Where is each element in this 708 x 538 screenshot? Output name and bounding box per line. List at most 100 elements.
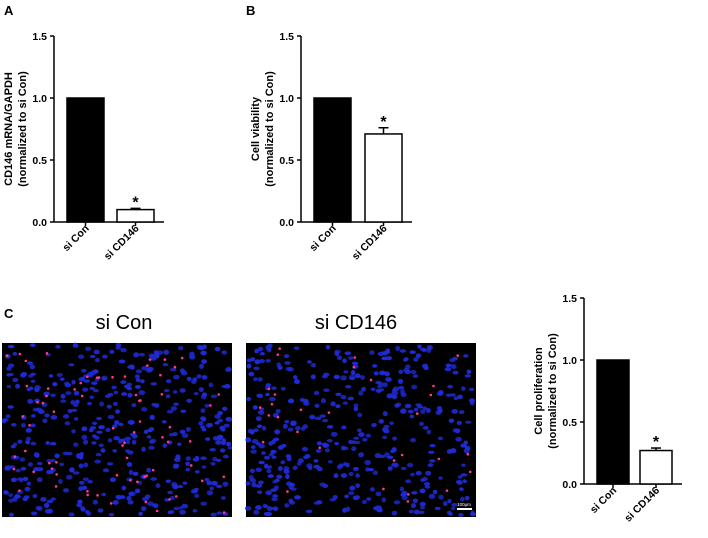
nucleus — [422, 406, 428, 411]
nucleus — [355, 473, 360, 478]
nucleus — [92, 389, 99, 393]
nucleus — [428, 493, 436, 499]
nucleus — [113, 436, 120, 441]
nucleus — [328, 460, 333, 464]
significance-marker: * — [132, 194, 139, 211]
nucleus — [73, 442, 79, 447]
nucleus — [185, 456, 192, 461]
nucleus — [55, 344, 61, 349]
nucleus — [437, 408, 443, 414]
nucleus — [469, 387, 475, 392]
nucleus — [447, 498, 452, 504]
nucleus — [302, 424, 309, 429]
nucleus — [44, 413, 50, 418]
nucleus — [113, 401, 118, 406]
bar-chart-c: 0.0 0.5 1.0 1.5 Cell proliferation (normalize… — [533, 293, 682, 524]
nucleus — [95, 452, 102, 457]
nucleus — [341, 425, 347, 430]
nucleus — [345, 384, 352, 389]
nucleus — [381, 382, 388, 388]
nucleus — [173, 402, 179, 406]
edu-positive-nucleus — [267, 387, 271, 391]
edu-positive-nucleus — [159, 373, 162, 377]
nucleus — [163, 388, 170, 393]
edu-positive-nucleus — [129, 478, 132, 482]
nucleus — [21, 371, 27, 377]
nucleus — [43, 502, 50, 508]
nucleus — [263, 504, 269, 508]
nucleus — [154, 403, 160, 408]
nucleus — [464, 374, 472, 378]
nucleus — [205, 437, 211, 441]
nucleus — [29, 364, 36, 370]
y-tick-label: 0.5 — [562, 417, 577, 429]
nucleus — [8, 512, 14, 517]
nucleus — [102, 468, 110, 473]
nucleus — [446, 449, 453, 454]
nucleus — [283, 469, 290, 474]
nucleus — [19, 477, 24, 483]
nucleus — [135, 378, 141, 383]
nucleus — [427, 450, 435, 455]
nucleus — [164, 498, 170, 502]
nucleus — [149, 427, 155, 432]
edu-positive-nucleus — [138, 420, 142, 423]
nucleus — [161, 420, 167, 424]
panel-letter-b: B — [246, 3, 255, 18]
nucleus — [379, 388, 384, 392]
nucleus — [127, 420, 135, 425]
x-tick-label: si Con — [307, 223, 338, 254]
nucleus — [290, 487, 297, 491]
edu-positive-nucleus — [261, 440, 265, 444]
nucleus — [192, 489, 198, 494]
nucleus — [459, 496, 465, 502]
nucleus — [27, 398, 34, 404]
edu-positive-nucleus — [429, 393, 433, 397]
nucleus — [6, 384, 12, 389]
nucleus — [91, 441, 97, 445]
y-tick-label: 1.0 — [279, 93, 294, 105]
nucleus — [169, 367, 177, 372]
nucleus — [320, 398, 326, 404]
edu-positive-nucleus — [222, 511, 226, 514]
nucleus — [30, 511, 38, 516]
edu-positive-nucleus — [270, 402, 274, 406]
y-tick-label: 0.0 — [32, 217, 47, 229]
nucleus — [353, 406, 359, 412]
nucleus — [115, 343, 122, 348]
edu-positive-nucleus — [80, 394, 84, 398]
nucleus — [313, 390, 320, 396]
nucleus — [334, 441, 340, 446]
nucleus — [382, 427, 389, 432]
nucleus — [455, 479, 463, 484]
nucleus — [420, 409, 426, 414]
nucleus — [419, 501, 426, 507]
nucleus — [422, 425, 429, 430]
nucleus — [59, 377, 65, 381]
nucleus — [252, 405, 258, 410]
nucleus — [263, 512, 269, 516]
nucleus — [60, 393, 66, 399]
nucleus — [271, 386, 277, 391]
nucleus — [140, 506, 147, 511]
nucleus — [27, 462, 34, 467]
nucleus — [131, 433, 138, 439]
nucleus — [355, 374, 361, 378]
nucleus — [67, 408, 73, 414]
nucleus — [251, 445, 256, 449]
image-title-si-con: si Con — [96, 312, 153, 334]
bar-chart-a: 0.0 0.5 1.0 1.5 CD146 mRNA/GAPDH (normalized … — [3, 31, 164, 262]
nucleus — [410, 503, 416, 509]
nucleus — [449, 357, 456, 363]
nucleus — [426, 429, 432, 435]
nucleus — [361, 499, 368, 505]
nucleus — [214, 346, 221, 352]
nucleus — [214, 421, 220, 425]
nucleus — [284, 420, 290, 424]
y-tick-label: 1.5 — [279, 31, 294, 43]
nucleus — [438, 494, 444, 500]
nucleus — [25, 427, 32, 433]
nucleus — [108, 512, 115, 517]
edu-positive-nucleus — [273, 393, 277, 396]
